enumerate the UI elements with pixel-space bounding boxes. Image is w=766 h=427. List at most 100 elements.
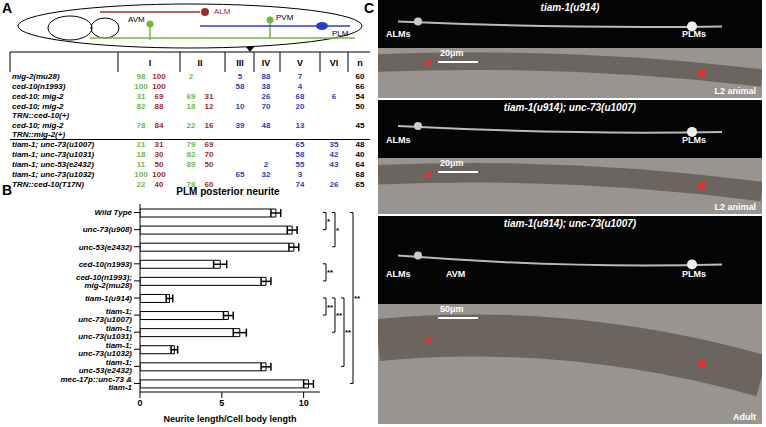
svg-text:0: 0 — [137, 398, 142, 408]
html-text:78: 78 — [136, 121, 146, 130]
html-text:13: 13 — [295, 121, 305, 130]
html-text:tiam-1; unc-73(u1007): tiam-1; unc-73(u1007) — [12, 140, 95, 149]
html-text:35: 35 — [329, 140, 339, 149]
html-text:TRN::mig-2(+): TRN::mig-2(+) — [12, 130, 66, 139]
html-text:ALMs: ALMs — [386, 28, 411, 39]
html-text:20μm: 20μm — [440, 48, 464, 58]
svg-text:**: ** — [327, 268, 334, 277]
html-text:26: 26 — [261, 92, 271, 101]
html-text:tiam-1(u914); unc-73(u1007): tiam-1(u914); unc-73(u1007) — [503, 218, 637, 229]
svg-text:tiam-1;unc-73(u1032): tiam-1;unc-73(u1032) — [78, 341, 132, 358]
html-text:79: 79 — [186, 140, 196, 149]
html-text:100: 100 — [134, 82, 148, 91]
html-text:22: 22 — [186, 121, 196, 130]
html-text:Adult: Adult — [733, 412, 756, 422]
html-text:58: 58 — [235, 82, 245, 91]
html-text:98: 98 — [136, 72, 146, 81]
svg-text:5: 5 — [219, 398, 224, 408]
svg-text:*: * — [327, 217, 331, 226]
svg-text:II: II — [197, 58, 202, 68]
html-text:ced-10; mig-2: ced-10; mig-2 — [12, 102, 64, 111]
html-text:L2 animal: L2 animal — [714, 86, 756, 96]
html-text:10: 10 — [235, 102, 245, 111]
html-text:70: 70 — [261, 102, 271, 111]
html-text:L2 animal: L2 animal — [714, 202, 756, 212]
html-text:ced-10; mig-2: ced-10; mig-2 — [12, 121, 64, 130]
html-text:65: 65 — [295, 140, 305, 149]
html-text:69: 69 — [186, 92, 196, 101]
svg-text:tiam-1;unc-73(u1007): tiam-1;unc-73(u1007) — [78, 307, 132, 324]
html-text:16: 16 — [204, 121, 214, 130]
html-text:69: 69 — [154, 92, 164, 101]
svg-text:V: V — [297, 58, 303, 68]
html-text:100: 100 — [152, 72, 166, 81]
html-text:12: 12 — [204, 102, 214, 111]
html-text:84: 84 — [154, 121, 164, 130]
html-text:45: 45 — [355, 121, 365, 130]
svg-text:**: ** — [345, 328, 352, 337]
html-text:tiam-1(u914): tiam-1(u914) — [540, 2, 600, 13]
html-text:ALMs: ALMs — [386, 268, 411, 279]
html-text:20: 20 — [295, 102, 305, 111]
html-text:tiam-1(u914); unc-73(u1007): tiam-1(u914); unc-73(u1007) — [503, 102, 637, 113]
html-text:PLM posterior neurite: PLM posterior neurite — [176, 186, 280, 197]
svg-text:I: I — [149, 58, 152, 68]
html-text:18: 18 — [186, 102, 196, 111]
svg-text:10: 10 — [299, 398, 309, 408]
html-text:mig-2(mu28): mig-2(mu28) — [12, 72, 60, 81]
html-text:48: 48 — [261, 121, 271, 130]
html-text:31: 31 — [154, 140, 164, 149]
svg-text:**: ** — [327, 303, 334, 312]
html-text:ced-10(n1993): ced-10(n1993) — [12, 82, 66, 91]
svg-text:PVM: PVM — [276, 13, 294, 22]
html-text:AVM: AVM — [446, 268, 466, 279]
svg-text:ced-10(n1993): ced-10(n1993) — [79, 260, 133, 269]
html-text:50μm: 50μm — [440, 304, 464, 314]
html-text:50: 50 — [355, 102, 365, 111]
svg-text:tiam-1;unc-73(u1031): tiam-1;unc-73(u1031) — [78, 324, 132, 341]
html-text:ced-10; mig-2: ced-10; mig-2 — [12, 92, 64, 101]
html-text:88: 88 — [261, 72, 271, 81]
html-text:PLMs: PLMs — [682, 28, 706, 39]
svg-text:ALM: ALM — [214, 7, 231, 16]
svg-text:VI: VI — [330, 58, 339, 68]
html-text:100: 100 — [152, 82, 166, 91]
svg-text:III: III — [236, 58, 244, 68]
svg-text:n: n — [357, 58, 363, 68]
html-text:ALMs: ALMs — [386, 134, 411, 145]
html-text:39: 39 — [235, 121, 245, 130]
html-text:C: C — [364, 0, 375, 16]
html-text:88: 88 — [154, 102, 164, 111]
html-text:21: 21 — [136, 140, 146, 149]
svg-text:**: ** — [354, 294, 361, 303]
html-text:38: 38 — [261, 82, 271, 91]
svg-text:**: ** — [336, 311, 343, 320]
svg-text:Wild Type: Wild Type — [95, 208, 133, 217]
svg-text:unc-53(e2432): unc-53(e2432) — [79, 243, 133, 252]
html-text:68: 68 — [295, 92, 305, 101]
html-text:54: 54 — [355, 92, 365, 101]
html-text:60: 60 — [355, 72, 365, 81]
svg-text:unc-73(u908): unc-73(u908) — [83, 225, 133, 234]
svg-text:IV: IV — [262, 58, 271, 68]
svg-text:mec-17p::unc-73 &tiam-1: mec-17p::unc-73 &tiam-1 — [60, 375, 132, 392]
svg-text:PLM: PLM — [332, 29, 349, 38]
svg-text:Neurite length/Cell body lengt: Neurite length/Cell body length — [163, 414, 296, 424]
svg-text:AVM: AVM — [128, 15, 145, 24]
html-text:69: 69 — [204, 140, 214, 149]
html-text:PLMs: PLMs — [682, 134, 706, 145]
html-text:PLMs: PLMs — [682, 268, 706, 279]
html-text:31: 31 — [204, 92, 214, 101]
html-text:A: A — [2, 0, 13, 16]
html-text:20μm: 20μm — [440, 158, 464, 168]
svg-text:tiam-1(u914): tiam-1(u914) — [85, 294, 132, 303]
svg-text:tiam-1;unc-53(e2432): tiam-1;unc-53(e2432) — [79, 358, 133, 375]
html-text:66: 66 — [355, 82, 365, 91]
svg-text:ced-10(n1993);mig-2(mu28): ced-10(n1993);mig-2(mu28) — [76, 273, 132, 290]
svg-text:*: * — [336, 226, 340, 235]
html-text:TRN::ced-10(+): TRN::ced-10(+) — [12, 111, 70, 120]
html-text:B: B — [2, 182, 13, 198]
html-text:31: 31 — [136, 92, 146, 101]
html-text:82: 82 — [136, 102, 146, 111]
html-text:48: 48 — [355, 140, 365, 149]
